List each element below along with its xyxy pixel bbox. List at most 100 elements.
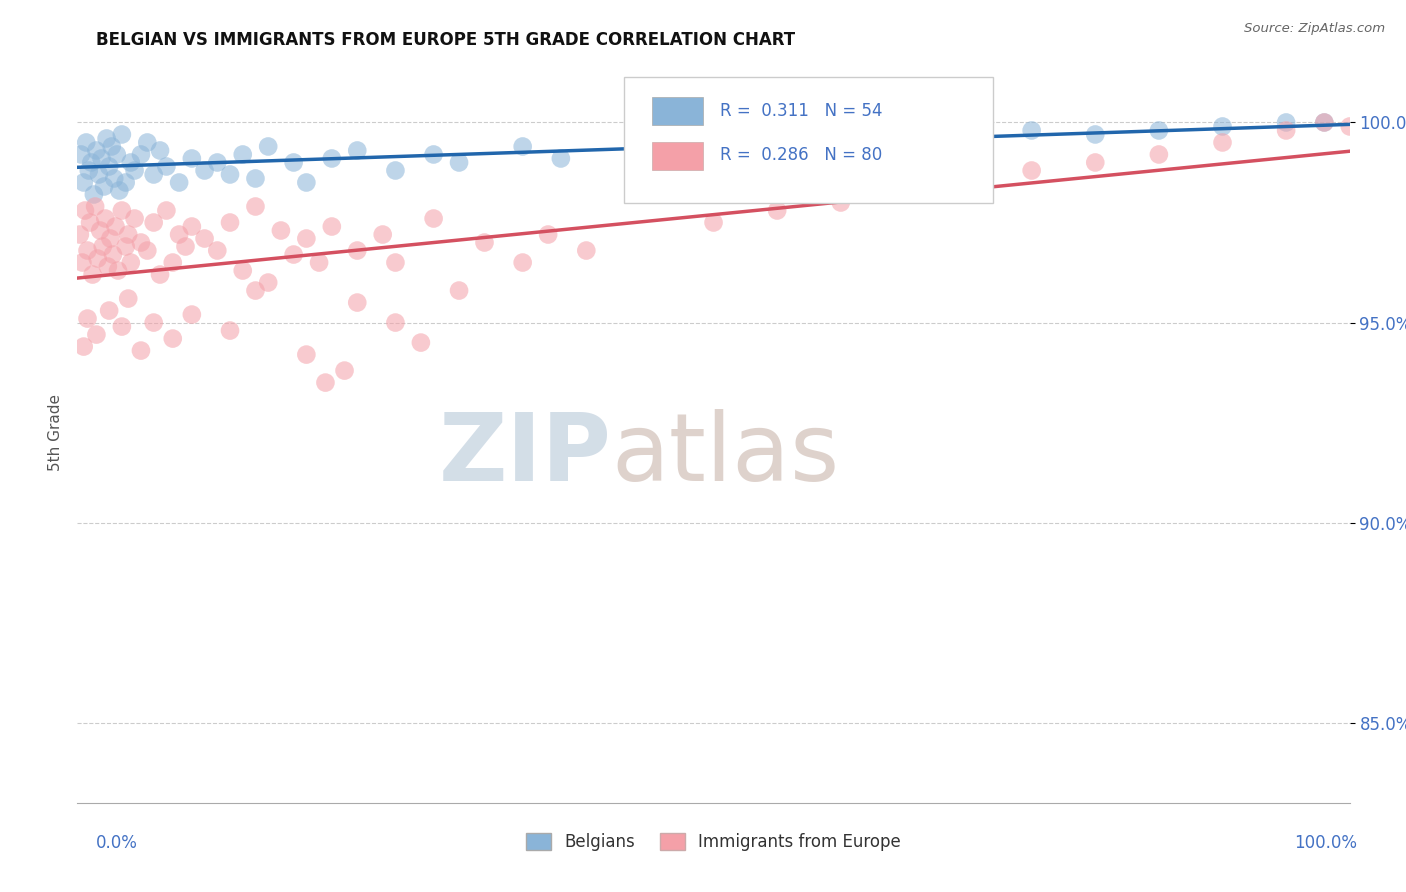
- Point: [105, 147, 128, 161]
- Point: [384, 163, 406, 178]
- Point: [703, 215, 725, 229]
- Point: [162, 332, 184, 346]
- Point: [245, 200, 267, 214]
- Point: [1147, 147, 1170, 161]
- Point: [86, 327, 108, 342]
- Point: [104, 219, 127, 234]
- Text: 0.0%: 0.0%: [96, 834, 138, 852]
- Point: [98, 303, 121, 318]
- Point: [111, 203, 134, 218]
- Point: [89, 223, 111, 237]
- Text: R =  0.311   N = 54: R = 0.311 N = 54: [720, 103, 883, 120]
- Point: [100, 231, 122, 245]
- Point: [321, 152, 343, 166]
- Point: [194, 163, 217, 178]
- Point: [1212, 120, 1234, 134]
- Point: [108, 184, 131, 198]
- Point: [575, 244, 598, 258]
- Point: [97, 260, 120, 274]
- Text: 100.0%: 100.0%: [1294, 834, 1357, 852]
- Point: [295, 348, 318, 362]
- Point: [346, 244, 368, 258]
- FancyBboxPatch shape: [652, 142, 703, 169]
- Point: [86, 252, 108, 266]
- Point: [93, 179, 115, 194]
- Point: [69, 227, 91, 242]
- Point: [149, 144, 172, 158]
- Point: [72, 255, 94, 269]
- Point: [219, 215, 242, 229]
- Point: [180, 219, 202, 234]
- Point: [957, 128, 980, 142]
- Point: [207, 244, 229, 258]
- Point: [638, 136, 661, 150]
- Point: [142, 316, 165, 330]
- Point: [70, 147, 93, 161]
- Point: [76, 244, 98, 258]
- Point: [308, 255, 330, 269]
- Point: [124, 211, 146, 226]
- Point: [257, 139, 280, 153]
- FancyBboxPatch shape: [652, 97, 703, 126]
- Point: [447, 284, 470, 298]
- Point: [232, 263, 254, 277]
- Point: [180, 152, 202, 166]
- Point: [893, 131, 915, 145]
- Point: [129, 343, 152, 358]
- Point: [117, 292, 139, 306]
- Legend: Belgians, Immigrants from Europe: Belgians, Immigrants from Europe: [519, 826, 908, 857]
- Point: [87, 168, 110, 182]
- Point: [270, 223, 292, 237]
- Point: [703, 147, 725, 161]
- Point: [766, 203, 789, 218]
- Point: [295, 176, 318, 190]
- Text: Source: ZipAtlas.com: Source: ZipAtlas.com: [1244, 22, 1385, 36]
- Point: [129, 235, 152, 250]
- Point: [1021, 123, 1043, 137]
- Point: [167, 176, 190, 190]
- Point: [155, 203, 177, 218]
- Point: [75, 136, 97, 150]
- Point: [117, 227, 139, 242]
- Point: [1147, 123, 1170, 137]
- Point: [84, 200, 107, 214]
- Point: [1313, 115, 1336, 129]
- Point: [174, 239, 197, 253]
- Point: [1084, 155, 1107, 169]
- Point: [83, 187, 105, 202]
- Point: [219, 324, 242, 338]
- Point: [96, 131, 118, 145]
- Point: [384, 316, 406, 330]
- Point: [447, 155, 470, 169]
- Point: [371, 227, 394, 242]
- Point: [1021, 163, 1043, 178]
- Point: [120, 255, 142, 269]
- Point: [409, 335, 432, 350]
- Point: [162, 255, 184, 269]
- Point: [314, 376, 336, 390]
- Point: [114, 176, 136, 190]
- Point: [73, 176, 96, 190]
- Point: [384, 255, 406, 269]
- Point: [167, 227, 190, 242]
- Point: [830, 136, 852, 150]
- Point: [94, 211, 117, 226]
- Y-axis label: 5th Grade: 5th Grade: [48, 394, 63, 471]
- Point: [422, 147, 444, 161]
- Point: [830, 195, 852, 210]
- Point: [245, 284, 267, 298]
- Point: [101, 247, 124, 261]
- Point: [1313, 115, 1336, 129]
- Point: [111, 319, 134, 334]
- Point: [346, 144, 368, 158]
- Point: [512, 255, 534, 269]
- Point: [295, 231, 318, 245]
- Point: [129, 147, 152, 161]
- Point: [893, 187, 915, 202]
- Text: BELGIAN VS IMMIGRANTS FROM EUROPE 5TH GRADE CORRELATION CHART: BELGIAN VS IMMIGRANTS FROM EUROPE 5TH GR…: [96, 31, 794, 49]
- Point: [149, 268, 172, 282]
- Point: [86, 144, 108, 158]
- Point: [422, 211, 444, 226]
- Point: [194, 231, 217, 245]
- Point: [111, 128, 134, 142]
